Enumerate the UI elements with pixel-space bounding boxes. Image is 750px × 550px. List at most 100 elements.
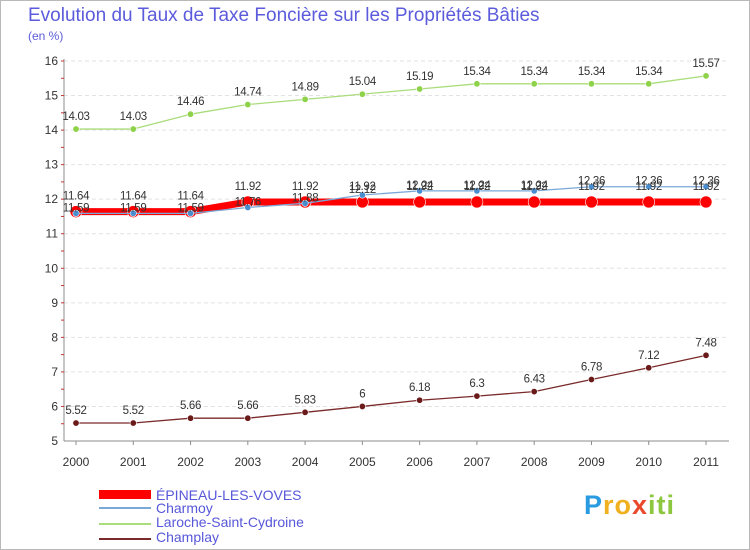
legend-label-epineau: ÉPINEAU-LES-VOVES — [156, 487, 302, 503]
data-point-charmoy — [301, 199, 309, 207]
data-point-champlay — [473, 392, 481, 400]
data-point-laroche-saint-cydroine — [702, 72, 710, 80]
data-label-laroche-saint-cydroine: 15.19 — [406, 71, 433, 83]
data-point--pineau-les-voves — [527, 195, 541, 209]
data-point-charmoy — [473, 187, 481, 195]
legend-swatch-laroche — [99, 523, 151, 525]
series-line--pineau-les-voves — [76, 198, 706, 216]
data-label--pineau-les-voves: 11.92 — [578, 181, 604, 193]
data-point--pineau-les-voves — [642, 195, 656, 209]
x-tick-label: 2011 — [693, 455, 719, 469]
data-label-charmoy: 12.36 — [578, 176, 605, 188]
data-point-charmoy — [358, 191, 366, 199]
data-label-champlay: 6.3 — [469, 378, 484, 390]
data-label-champlay: 5.66 — [180, 400, 201, 412]
data-point--pineau-les-voves — [470, 195, 484, 209]
data-label-champlay: 6.78 — [581, 362, 602, 374]
data-label--pineau-les-voves: 11.92 — [693, 181, 719, 193]
y-tick-label: 9 — [51, 296, 58, 310]
data-label-charmoy: 11.59 — [63, 202, 89, 214]
data-label-charmoy: 11.88 — [292, 192, 318, 204]
legend-swatch-champlay — [99, 538, 151, 540]
data-label-charmoy: 12.24 — [406, 180, 434, 192]
data-label-champlay: 6.18 — [409, 382, 430, 394]
data-point--pineau-les-voves — [413, 195, 426, 209]
data-label--pineau-les-voves: 11.92 — [636, 181, 662, 193]
series-line-charmoy — [76, 186, 706, 214]
y-tick-label: 10 — [45, 261, 59, 275]
x-tick-label: 2006 — [406, 455, 433, 469]
data-label-charmoy: 11.59 — [177, 202, 203, 214]
x-tick-label: 2007 — [464, 455, 491, 469]
data-point-charmoy — [645, 183, 653, 191]
data-point-charmoy — [587, 183, 595, 191]
y-tick-label: 8 — [51, 330, 58, 344]
data-label-champlay: 5.83 — [294, 394, 315, 406]
data-label-laroche-saint-cydroine: 14.03 — [62, 111, 89, 123]
legend-swatch-charmoy — [99, 507, 151, 509]
y-tick-label: 13 — [45, 158, 59, 172]
y-axis-unit-label: (en %) — [28, 29, 64, 43]
y-tick-label: 7 — [51, 365, 58, 379]
series-line-champlay — [76, 354, 707, 424]
data-point-laroche-saint-cydroine — [587, 80, 595, 88]
legend-label-champlay: Champlay — [156, 529, 220, 545]
data-label-laroche-saint-cydroine: 14.74 — [234, 87, 262, 99]
y-tick-label: 11 — [46, 227, 59, 241]
data-point-laroche-saint-cydroine — [358, 90, 366, 98]
y-tick-label: 12 — [45, 192, 59, 206]
data-label-laroche-saint-cydroine: 14.03 — [120, 111, 147, 123]
x-tick-label: 2005 — [349, 455, 376, 469]
data-point-charmoy — [72, 209, 80, 217]
data-point-laroche-saint-cydroine — [187, 110, 195, 118]
data-label--pineau-les-voves: 11.64 — [177, 191, 204, 203]
data-label-laroche-saint-cydroine: 15.34 — [578, 66, 606, 78]
data-point-laroche-saint-cydroine — [244, 101, 252, 109]
data-point-champlay — [244, 414, 252, 422]
data-label-laroche-saint-cydroine: 15.34 — [635, 66, 663, 78]
data-label-charmoy: 12.24 — [521, 180, 549, 192]
data-point-charmoy — [129, 209, 137, 217]
data-label-champlay: 6 — [359, 388, 365, 400]
data-point-laroche-saint-cydroine — [530, 80, 538, 88]
data-point-charmoy — [530, 187, 538, 195]
legend-swatch-epineau — [99, 490, 151, 499]
data-label-laroche-saint-cydroine: 15.34 — [521, 66, 549, 78]
data-point-champlay — [702, 351, 710, 359]
chart-title: Evolution du Taux de Taxe Foncière sur l… — [28, 5, 540, 26]
data-label--pineau-les-voves: 11.92 — [406, 181, 432, 193]
data-label--pineau-les-voves: 11.92 — [349, 181, 375, 193]
x-tick-label: 2001 — [120, 455, 147, 469]
data-label-laroche-saint-cydroine: 14.46 — [177, 96, 204, 108]
series-line-laroche-saint-cydroine — [76, 75, 707, 130]
data-label-champlay: 7.48 — [695, 337, 716, 349]
data-label-charmoy: 12.12 — [349, 184, 376, 196]
data-label-champlay: 5.66 — [237, 400, 258, 412]
y-tick-label: 14 — [45, 123, 59, 137]
x-tick-label: 2008 — [521, 455, 548, 469]
data-point-champlay — [530, 388, 538, 396]
data-point-laroche-saint-cydroine — [416, 85, 424, 93]
data-label-laroche-saint-cydroine: 15.57 — [692, 58, 719, 70]
data-label--pineau-les-voves: 11.92 — [292, 181, 318, 193]
data-point-champlay — [129, 419, 137, 427]
data-label-laroche-saint-cydroine: 15.04 — [349, 76, 377, 88]
data-label--pineau-les-voves: 11.92 — [235, 181, 261, 193]
data-label-champlay: 5.52 — [65, 405, 86, 417]
legend-label-charmoy: Charmoy — [156, 500, 213, 516]
data-label-charmoy: 12.36 — [635, 176, 662, 188]
x-tick-label: 2003 — [234, 455, 261, 469]
data-label-charmoy: 11.59 — [120, 202, 146, 214]
data-label-champlay: 6.43 — [524, 374, 545, 386]
data-label--pineau-les-voves: 11.64 — [120, 191, 147, 203]
proxiti-logo: Proxiti — [584, 490, 676, 520]
data-point-laroche-saint-cydroine — [645, 80, 653, 88]
data-point--pineau-les-voves — [699, 195, 713, 209]
data-point-laroche-saint-cydroine — [473, 80, 481, 88]
data-point-champlay — [358, 402, 366, 410]
data-point-charmoy — [244, 203, 252, 211]
data-point-champlay — [187, 414, 195, 422]
data-point-champlay — [72, 419, 80, 427]
